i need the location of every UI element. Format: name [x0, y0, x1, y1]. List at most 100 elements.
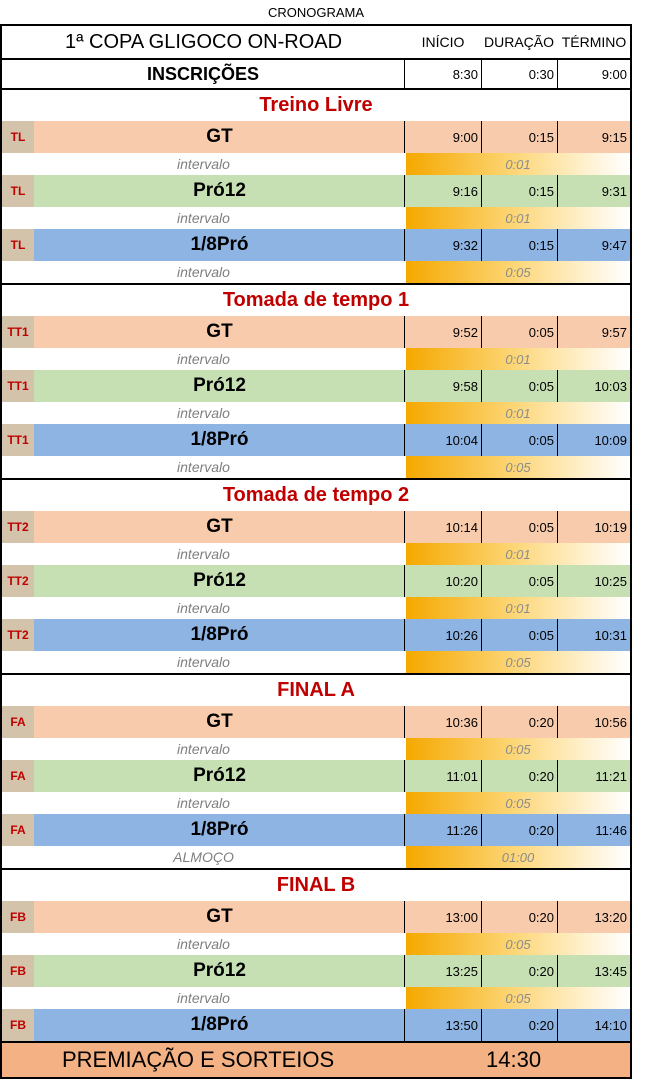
- interval-duration: 0:01: [406, 348, 630, 370]
- race-row: TL GT 9:00 0:15 9:15: [0, 121, 632, 153]
- interval-row: intervalo 0:05: [0, 261, 632, 283]
- race-class: 1/8Pró: [35, 814, 405, 846]
- race-duration: 0:20: [482, 814, 558, 846]
- race-duration: 0:15: [482, 175, 558, 207]
- race-duration: 0:20: [482, 955, 558, 987]
- race-row: FB GT 13:00 0:20 13:20: [0, 901, 632, 933]
- section-title: Treino Livre: [259, 94, 373, 116]
- interval-duration: 0:05: [406, 738, 630, 760]
- interval-duration: 0:05: [406, 456, 630, 478]
- section-title: FINAL B: [276, 874, 356, 896]
- session-tag: FA: [2, 706, 34, 738]
- section-header: Treino Livre: [0, 88, 632, 121]
- race-duration: 0:05: [482, 316, 558, 348]
- section-title: FINAL A: [277, 679, 355, 701]
- section-header: FINAL A: [0, 673, 632, 706]
- session-tag: TL: [2, 121, 34, 153]
- interval-duration: 0:05: [406, 651, 630, 673]
- session-tag: TT2: [2, 619, 34, 651]
- race-end: 13:20: [594, 909, 627, 925]
- section-header: Tomada de tempo 1: [0, 283, 632, 316]
- race-end: 13:45: [594, 963, 627, 979]
- sections-container: Treino Livre TL GT 9:00 0:15 9:15 intervalo 0:0…: [0, 88, 632, 1041]
- race-start: 9:52: [406, 316, 482, 348]
- race-end: 10:03: [594, 378, 627, 394]
- race-class: Pró12: [35, 955, 405, 987]
- doc-title-row: CRONOGRAMA: [0, 0, 632, 24]
- interval-duration: 01:00: [406, 846, 630, 868]
- interval-label: intervalo: [177, 741, 230, 757]
- race-start: 13:25: [406, 955, 482, 987]
- interval-label: intervalo: [177, 459, 230, 475]
- race-class: GT: [35, 316, 405, 348]
- race-duration: 0:15: [482, 121, 558, 153]
- interval-label: intervalo: [177, 351, 230, 367]
- race-start: 9:00: [406, 121, 482, 153]
- race-start: 10:36: [406, 706, 482, 738]
- session-tag: TT2: [2, 565, 34, 597]
- interval-label: ALMOÇO: [173, 849, 234, 865]
- interval-row: intervalo 0:01: [0, 348, 632, 370]
- awards-time: 14:30: [486, 1047, 542, 1072]
- interval-row: intervalo 0:05: [0, 456, 632, 478]
- interval-label: intervalo: [177, 156, 230, 172]
- interval-row: intervalo 0:05: [0, 792, 632, 814]
- interval-label: intervalo: [177, 405, 230, 421]
- race-start: 9:16: [406, 175, 482, 207]
- interval-row: intervalo 0:05: [0, 987, 632, 1009]
- race-duration: 0:20: [482, 706, 558, 738]
- race-class: Pró12: [35, 175, 405, 207]
- race-end: 14:10: [594, 1017, 627, 1033]
- race-start: 9:32: [406, 229, 482, 261]
- race-duration: 0:05: [482, 619, 558, 651]
- session-tag: FA: [2, 760, 34, 792]
- interval-duration: 0:05: [406, 933, 630, 955]
- interval-row: intervalo 0:01: [0, 402, 632, 424]
- interval-row: intervalo 0:05: [0, 651, 632, 673]
- race-class: 1/8Pró: [35, 619, 405, 651]
- race-start: 13:00: [406, 901, 482, 933]
- interval-row: intervalo 0:01: [0, 207, 632, 229]
- race-start: 10:20: [406, 565, 482, 597]
- race-end: 10:09: [594, 432, 627, 448]
- interval-label: intervalo: [177, 795, 230, 811]
- registration-duration: 0:30: [482, 60, 558, 88]
- race-start: 11:26: [406, 814, 482, 846]
- race-row: TT1 Pró12 9:58 0:05 10:03: [0, 370, 632, 402]
- awards-row: PREMIAÇÃO E SORTEIOS 14:30: [0, 1041, 632, 1079]
- session-tag: FB: [2, 955, 34, 987]
- interval-label: intervalo: [177, 600, 230, 616]
- race-end: 10:25: [594, 573, 627, 589]
- session-tag: TT1: [2, 370, 34, 402]
- race-class: 1/8Pró: [35, 1009, 405, 1041]
- race-end: 11:46: [595, 822, 627, 838]
- registration-row: INSCRIÇÕES 8:30 0:30 9:00: [0, 58, 632, 88]
- race-row: FA 1/8Pró 11:26 0:20 11:46: [0, 814, 632, 846]
- race-start: 10:04: [406, 424, 482, 456]
- race-duration: 0:05: [482, 370, 558, 402]
- race-duration: 0:20: [482, 760, 558, 792]
- interval-label: intervalo: [177, 264, 230, 280]
- interval-duration: 0:05: [406, 792, 630, 814]
- race-class: GT: [35, 121, 405, 153]
- race-row: TL 1/8Pró 9:32 0:15 9:47: [0, 229, 632, 261]
- interval-duration: 0:01: [406, 597, 630, 619]
- race-end: 11:21: [595, 768, 627, 784]
- race-end: 9:57: [601, 324, 627, 340]
- registration-end: 9:00: [601, 66, 627, 82]
- race-row: FA GT 10:36 0:20 10:56: [0, 706, 632, 738]
- race-row: TT1 1/8Pró 10:04 0:05 10:09: [0, 424, 632, 456]
- race-end: 10:56: [594, 714, 627, 730]
- section-header: FINAL B: [0, 868, 632, 901]
- interval-label: intervalo: [177, 546, 230, 562]
- interval-duration: 0:01: [406, 402, 630, 424]
- interval-label: intervalo: [177, 210, 230, 226]
- session-tag: FB: [2, 1009, 34, 1041]
- race-end: 10:31: [594, 627, 627, 643]
- race-duration: 0:05: [482, 424, 558, 456]
- session-tag: TL: [2, 229, 34, 261]
- race-class: 1/8Pró: [35, 424, 405, 456]
- race-start: 10:26: [406, 619, 482, 651]
- awards-label: PREMIAÇÃO E SORTEIOS: [62, 1047, 335, 1072]
- race-class: GT: [35, 901, 405, 933]
